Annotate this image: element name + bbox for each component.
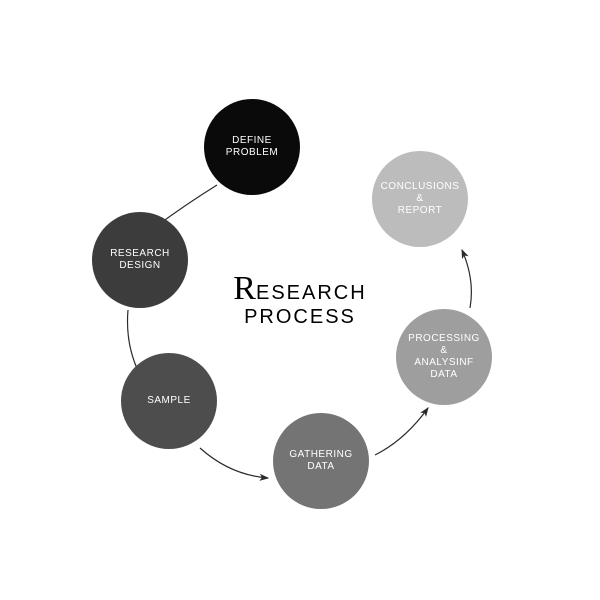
arrow-define-to-research: [158, 185, 217, 225]
node-label: GATHERINGDATA: [283, 443, 358, 479]
node-processing: PROCESSING&ANALYSINF DATA: [396, 309, 492, 405]
node-label: SAMPLE: [141, 389, 197, 413]
node-define: DEFINEPROBLEM: [204, 99, 300, 195]
arrow-processing-to-conclusions: [462, 250, 471, 308]
title-rest: ESEARCH: [256, 282, 367, 304]
node-label: RESEARCHDESIGN: [104, 242, 176, 278]
arrow-gathering-to-processing: [375, 408, 428, 455]
node-label: PROCESSING&ANALYSINF DATA: [396, 327, 492, 387]
node-label: CONCLUSIONS&REPORT: [375, 175, 466, 223]
diagram-title: RESEARCH PROCESS: [220, 270, 380, 329]
node-label: DEFINEPROBLEM: [220, 129, 284, 165]
title-dropcap: R: [233, 270, 256, 307]
title-line2: PROCESS: [220, 306, 380, 329]
node-conclusions: CONCLUSIONS&REPORT: [372, 151, 468, 247]
node-sample: SAMPLE: [121, 353, 217, 449]
arrow-sample-to-gathering: [200, 448, 268, 478]
node-gathering: GATHERINGDATA: [273, 413, 369, 509]
node-research: RESEARCHDESIGN: [92, 212, 188, 308]
